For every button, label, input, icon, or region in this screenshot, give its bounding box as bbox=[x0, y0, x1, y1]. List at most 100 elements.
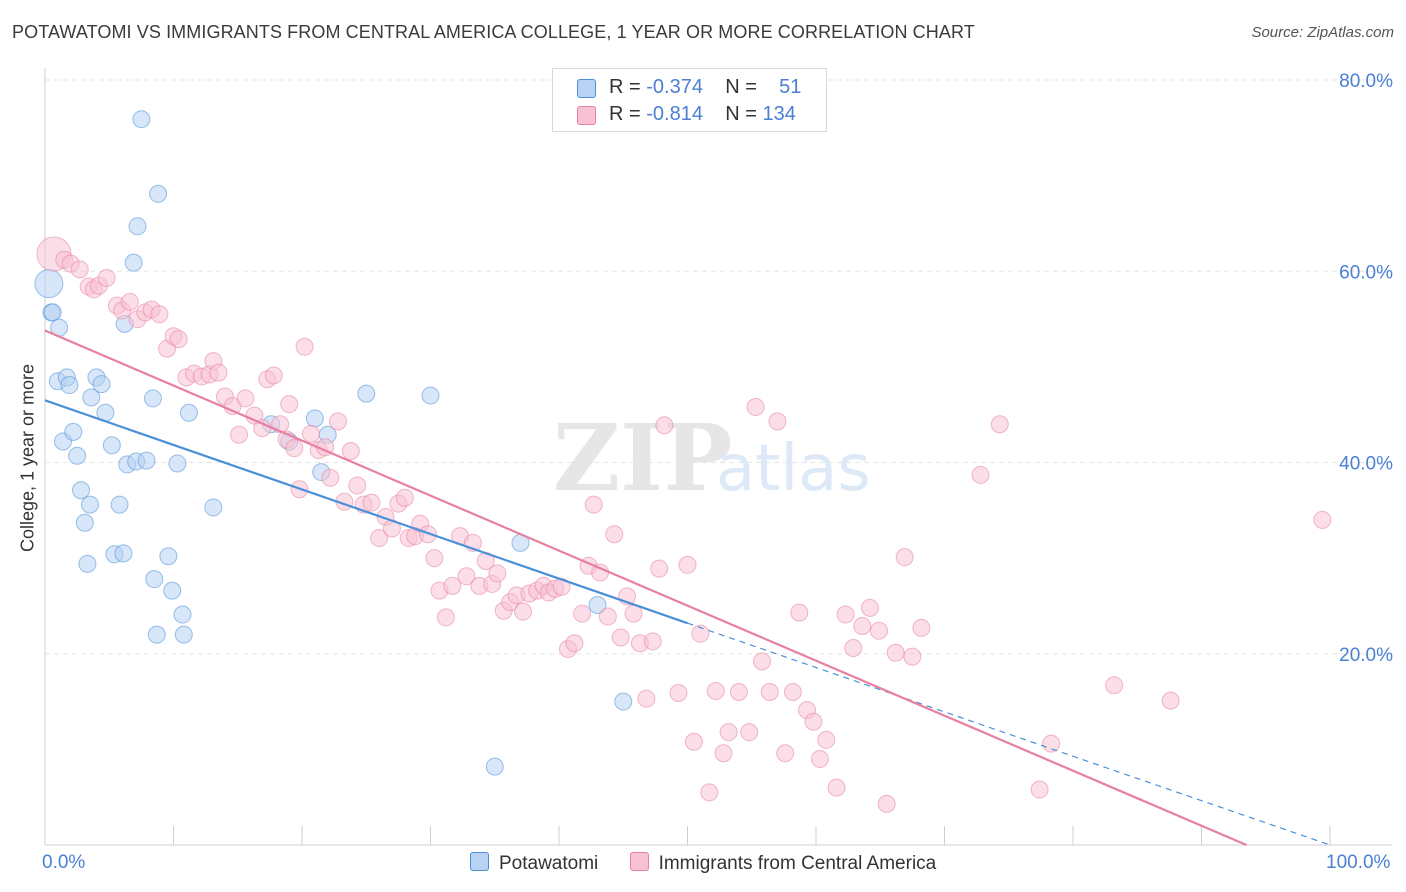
immigrants-point bbox=[836, 605, 855, 624]
immigrants-point bbox=[605, 525, 624, 544]
potawatomi-point bbox=[357, 384, 376, 403]
y-tick-label: 80.0% bbox=[1339, 71, 1393, 92]
legend-swatch-blue bbox=[470, 852, 489, 871]
immigrants-point bbox=[684, 732, 703, 751]
watermark-zip: ZIP bbox=[553, 404, 732, 512]
grid-lines bbox=[45, 79, 1392, 655]
immigrants-point bbox=[264, 366, 283, 385]
legend-n-label: N = bbox=[725, 103, 757, 125]
immigrants-point bbox=[236, 389, 255, 408]
immigrants-point bbox=[514, 602, 533, 621]
immigrants-point bbox=[990, 415, 1009, 434]
potawatomi-point bbox=[173, 605, 192, 624]
potawatomi-point bbox=[143, 389, 162, 408]
y-tick-label: 20.0% bbox=[1339, 645, 1393, 666]
potawatomi-point bbox=[145, 570, 164, 589]
immigrants-point bbox=[1161, 691, 1180, 710]
bottom-legend-label: Potawatomi bbox=[499, 853, 599, 874]
potawatomi-point bbox=[147, 625, 166, 644]
immigrants-point bbox=[637, 689, 656, 708]
y-tick-label: 60.0% bbox=[1339, 262, 1393, 283]
legend-r-value: -0.814 bbox=[646, 103, 703, 125]
immigrants-point bbox=[655, 416, 674, 435]
potawatomi-point bbox=[110, 495, 129, 514]
immigrants-point bbox=[150, 305, 169, 324]
series-immigrants-points bbox=[36, 236, 1332, 813]
immigrants-point bbox=[341, 442, 360, 461]
immigrants-point bbox=[912, 618, 931, 637]
potawatomi-point bbox=[163, 581, 182, 600]
immigrants-point bbox=[886, 643, 905, 662]
immigrants-point bbox=[457, 567, 476, 586]
source-label: Source: ZipAtlas.com bbox=[1251, 24, 1394, 41]
legend-r-label: R = bbox=[609, 103, 641, 125]
immigrants-point bbox=[669, 683, 688, 702]
immigrants-point bbox=[753, 652, 772, 671]
immigrants-point bbox=[565, 634, 584, 653]
potawatomi-point bbox=[132, 110, 151, 129]
potawatomi-point bbox=[204, 498, 223, 517]
potawatomi-point bbox=[71, 481, 90, 500]
immigrants-point bbox=[746, 398, 765, 417]
potawatomi-point bbox=[485, 757, 504, 776]
series-potawatomi-points bbox=[34, 110, 633, 776]
watermark-atlas: atlas bbox=[716, 432, 871, 506]
immigrants-point bbox=[783, 683, 802, 701]
immigrants-point bbox=[706, 682, 725, 701]
potawatomi-point bbox=[137, 451, 156, 470]
immigrants-point bbox=[869, 621, 888, 640]
immigrants-point bbox=[860, 598, 879, 617]
immigrants-point bbox=[678, 555, 697, 574]
trend-lines bbox=[44, 329, 1331, 847]
immigrants-point bbox=[740, 723, 759, 742]
immigrants-point bbox=[971, 465, 990, 484]
immigrants-point bbox=[643, 632, 662, 651]
immigrants-point bbox=[895, 548, 914, 567]
immigrants-point bbox=[768, 412, 787, 431]
legend-r-label: R = bbox=[609, 76, 641, 98]
immigrants-point bbox=[230, 425, 249, 444]
immigrants-point bbox=[719, 723, 738, 742]
immigrants-point bbox=[280, 395, 299, 414]
bottom-legend: Potawatomi Immigrants from Central Ameri… bbox=[470, 852, 962, 875]
immigrants-point bbox=[1105, 676, 1124, 695]
potawatomi-point bbox=[64, 422, 83, 441]
immigrants-point bbox=[328, 412, 347, 431]
immigrants-point bbox=[776, 744, 795, 763]
bottom-legend-label: Immigrants from Central America bbox=[658, 853, 937, 874]
legend-n-value: 51 bbox=[779, 76, 802, 98]
legend-swatch-pink bbox=[577, 106, 596, 125]
immigrants-point bbox=[443, 576, 462, 595]
immigrants-point bbox=[817, 730, 836, 749]
immigrants-point bbox=[903, 647, 922, 666]
immigrants-point bbox=[760, 683, 779, 701]
potawatomi-point bbox=[75, 513, 94, 532]
potawatomi-point bbox=[305, 409, 324, 428]
immigrants-point bbox=[650, 559, 669, 578]
immigrants-point bbox=[729, 683, 748, 701]
immigrants-point bbox=[714, 744, 733, 763]
immigrants-point bbox=[790, 603, 809, 622]
immigrants-point bbox=[877, 794, 896, 813]
immigrants-point bbox=[1313, 510, 1332, 529]
bottom-legend-immigrants: Immigrants from Central America bbox=[629, 852, 937, 875]
potawatomi-point bbox=[92, 375, 111, 394]
legend-row-potawatomi: R = -0.374 N = 51 bbox=[553, 75, 826, 101]
y-tick-labels: 20.0% 40.0% 60.0% 80.0% bbox=[1339, 71, 1393, 666]
immigrants-point bbox=[120, 292, 139, 311]
immigrants-point bbox=[362, 493, 381, 512]
immigrants-point bbox=[97, 268, 116, 287]
immigrants-point bbox=[804, 712, 823, 731]
immigrants-point bbox=[488, 564, 507, 583]
potawatomi-point bbox=[60, 376, 79, 395]
potawatomi-point bbox=[128, 217, 147, 236]
immigrants-point bbox=[301, 424, 320, 443]
axes bbox=[44, 68, 1392, 846]
potawatomi-point bbox=[68, 446, 87, 465]
potawatomi-point bbox=[124, 253, 143, 272]
x-tick-label-min: 0.0% bbox=[42, 852, 86, 873]
immigrants-point bbox=[285, 439, 304, 458]
immigrants-point bbox=[70, 260, 89, 279]
potawatomi-point bbox=[43, 303, 62, 322]
